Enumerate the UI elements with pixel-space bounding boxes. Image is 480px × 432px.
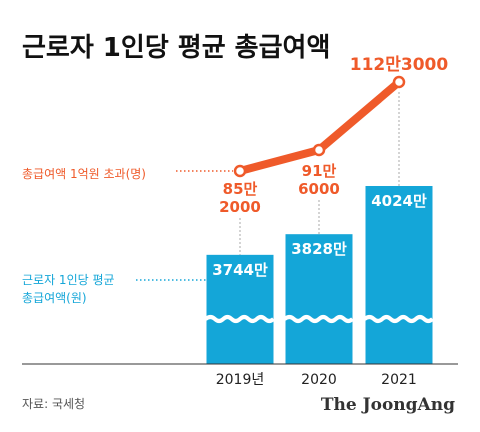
- bar-2019: [206, 254, 274, 364]
- legend-bar-label-2: 총급여액(원): [22, 291, 87, 305]
- legend-bar-label-1: 근로자 1인당 평균: [22, 273, 115, 287]
- bar-value-label-2021: 4024만: [371, 192, 427, 210]
- bars-group: [206, 186, 433, 364]
- wave-break-group: [204, 315, 434, 323]
- wave-break-2021: [363, 315, 434, 323]
- line-point-2021: [392, 75, 406, 89]
- x-tick-2020: 2020: [301, 372, 337, 388]
- x-ticks: 2019년 2020 2021: [216, 372, 417, 388]
- wave-break-2019: [204, 315, 275, 323]
- line-series: [236, 78, 403, 175]
- line-value-label-2020-a: 91만: [302, 162, 337, 180]
- line-value-label-2021: 112만3000: [350, 55, 449, 75]
- line-labels: 85만 2000 91만 6000 112만3000: [219, 55, 448, 216]
- line-point-2020: [312, 143, 326, 157]
- bar-labels: 3744만 3828만 4024만: [212, 192, 427, 279]
- dotted-guides: [136, 92, 400, 281]
- x-tick-2021: 2021: [381, 372, 417, 388]
- chart-title: 근로자 1인당 평균 총급여액: [22, 33, 330, 63]
- wave-break-2020: [283, 315, 354, 323]
- bar-2021: [365, 186, 433, 364]
- bar-2020: [285, 234, 353, 364]
- brand-logo-text: The JoongAng: [321, 395, 455, 415]
- line-value-label-2020-b: 6000: [298, 180, 340, 198]
- line-value-label-2019-b: 2000: [219, 198, 261, 216]
- line-value-label-2019-a: 85만: [223, 180, 258, 198]
- line-point-2019: [233, 164, 247, 178]
- source-note: 자료: 국세청: [22, 397, 85, 411]
- bar-value-label-2020: 3828만: [291, 240, 347, 258]
- legend-line-label: 총급여액 1억원 초과(명): [22, 167, 146, 181]
- bar-value-label-2019: 3744만: [212, 261, 268, 279]
- x-tick-2019: 2019년: [216, 372, 265, 388]
- line-points: [233, 75, 406, 178]
